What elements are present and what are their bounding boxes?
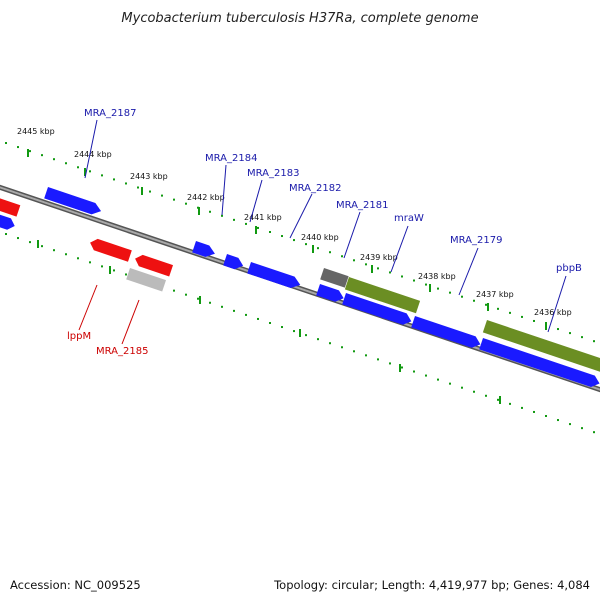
- ruler-tick: 2441 kbp: [244, 213, 282, 234]
- gene-blue-c-arrow[interactable]: [411, 316, 482, 350]
- gene-edge-blue-arrow[interactable]: [0, 212, 17, 232]
- gene-mra-2182-arrow[interactable]: [247, 262, 302, 291]
- ruler-tick-label: 2441 kbp: [244, 213, 282, 222]
- ruler-tick: 2437 kbp: [476, 290, 514, 311]
- ruler-tick: 2443 kbp: [130, 172, 168, 195]
- gene-blue-a-arrow[interactable]: [316, 284, 345, 304]
- ruler-tick: 2445 kbp: [17, 127, 55, 157]
- gene-mra-2184-arrow[interactable]: [192, 241, 217, 259]
- gene-label-lppm[interactable]: lppM: [67, 284, 98, 342]
- gene-label-mraw[interactable]: mraW: [390, 213, 424, 273]
- gene-blue-b-arrow[interactable]: [342, 293, 413, 327]
- gene-mra-2187-arrow[interactable]: [44, 187, 103, 217]
- gene-red-b-arrow[interactable]: [133, 253, 174, 277]
- ruler-tick: 2442 kbp: [187, 193, 225, 215]
- map-title: Mycobacterium tuberculosis H37Ra, comple…: [121, 11, 478, 26]
- gene-label-pbpb[interactable]: pbpB: [547, 263, 582, 333]
- ruler-tick-label: 2436 kbp: [534, 308, 572, 317]
- gene-grey-block[interactable]: [320, 268, 349, 288]
- gene-label-text[interactable]: MRA_2179: [450, 235, 502, 246]
- ruler: 2445 kbp 2444 kbp 2443 kbp 2442 kbp 2441 kbp…: [5, 127, 595, 434]
- ruler-tick: 2438 kbp: [418, 272, 456, 292]
- gene-label-text[interactable]: lppM: [67, 331, 91, 342]
- gene-label-mra-2181[interactable]: MRA_2181: [336, 200, 388, 259]
- gene-label-text[interactable]: MRA_2184: [205, 153, 257, 164]
- features-track: [0, 187, 600, 389]
- accession-text: Accession: NC_009525: [10, 578, 141, 592]
- ruler-tick-label: 2442 kbp: [187, 193, 225, 202]
- gene-label-mra-2183[interactable]: MRA_2183: [247, 168, 299, 223]
- gene-pbpb-block[interactable]: [482, 320, 600, 373]
- ruler-tick: 2436 kbp: [534, 308, 572, 330]
- gene-mra-2185-block[interactable]: [126, 268, 167, 292]
- gene-blue-d-arrow[interactable]: [479, 338, 600, 389]
- gene-label-text[interactable]: mraW: [394, 213, 424, 224]
- gene-label-text[interactable]: MRA_2183: [247, 168, 299, 179]
- gene-label-text[interactable]: MRA_2182: [289, 183, 341, 194]
- ruler-tick-label: 2438 kbp: [418, 272, 456, 281]
- ruler-tick-label: 2444 kbp: [74, 150, 112, 159]
- gene-label-text[interactable]: MRA_2187: [84, 108, 136, 119]
- gene-mraw-block[interactable]: [344, 277, 421, 314]
- ruler-tick-label: 2443 kbp: [130, 172, 168, 181]
- gene-label-text[interactable]: pbpB: [556, 263, 582, 274]
- gene-label-mra-2185[interactable]: MRA_2185: [96, 299, 148, 357]
- ruler-tick: 2444 kbp: [74, 150, 112, 176]
- ruler-tick-label: 2437 kbp: [476, 290, 514, 299]
- gene-label-text[interactable]: MRA_2185: [96, 346, 148, 357]
- ruler-tick-label: 2439 kbp: [360, 253, 398, 262]
- gene-edge-red-arrow[interactable]: [0, 195, 21, 217]
- genome-summary-text: Topology: circular; Length: 4,419,977 bp…: [274, 578, 590, 592]
- gene-mra-2183-arrow[interactable]: [223, 254, 245, 271]
- ruler-outer-dots: [5, 142, 595, 343]
- ruler-tick-label: 2445 kbp: [17, 127, 55, 136]
- gene-lppm-arrow[interactable]: [88, 237, 132, 262]
- gene-labels: MRA_2187 MRA_2184 MRA_2183 MRA_2182 MRA_2181…: [67, 108, 582, 357]
- gene-label-mra-2179[interactable]: MRA_2179: [450, 235, 502, 296]
- ruler-tick: 2440 kbp: [301, 233, 339, 253]
- ruler-tick: 2439 kbp: [360, 253, 398, 273]
- gene-label-text[interactable]: MRA_2181: [336, 200, 388, 211]
- genome-backbone: [0, 184, 600, 393]
- gene-label-mra-2182[interactable]: MRA_2182: [289, 183, 341, 239]
- gene-label-mra-2184[interactable]: MRA_2184: [205, 153, 257, 216]
- gene-label-mra-2187[interactable]: MRA_2187: [84, 108, 136, 179]
- ruler-inner-dots: [5, 233, 595, 434]
- ruler-tick-label: 2440 kbp: [301, 233, 339, 242]
